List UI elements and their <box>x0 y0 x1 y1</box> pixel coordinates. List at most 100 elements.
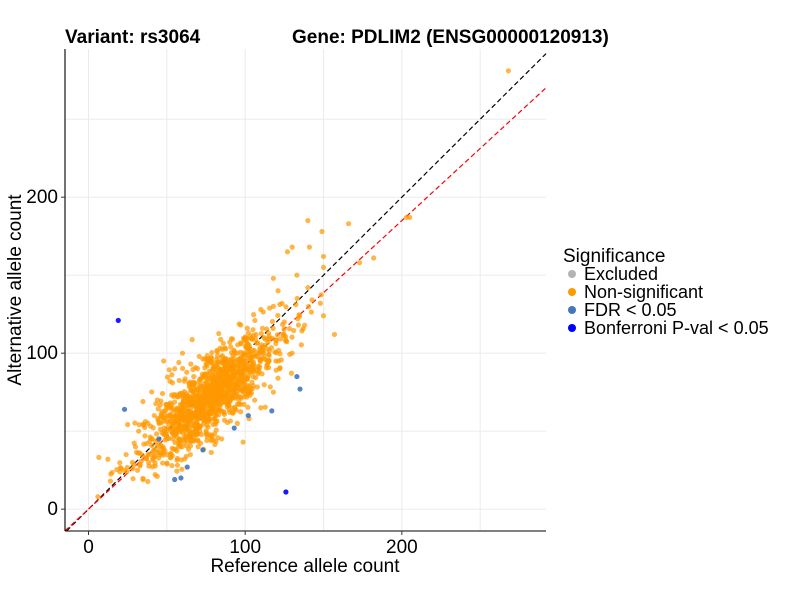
data-point <box>174 455 181 462</box>
data-point <box>289 244 295 250</box>
data-point <box>283 489 289 495</box>
data-point <box>163 431 169 437</box>
data-point <box>185 415 191 421</box>
data-point <box>261 382 267 388</box>
data-point <box>269 408 275 414</box>
data-point <box>250 383 256 389</box>
data-point <box>136 422 142 428</box>
data-point <box>240 377 246 383</box>
data-point <box>136 428 142 434</box>
data-point <box>264 326 270 332</box>
data-point <box>217 387 223 393</box>
data-point <box>213 375 219 382</box>
data-point <box>260 346 266 352</box>
data-point <box>289 334 295 340</box>
data-point <box>201 404 208 411</box>
data-point <box>203 413 209 419</box>
data-point <box>212 413 218 419</box>
data-point <box>139 452 145 458</box>
data-point <box>149 442 155 449</box>
x-axis-label: Reference allele count <box>210 556 400 577</box>
data-point <box>289 350 295 356</box>
data-point <box>159 408 165 415</box>
data-point <box>228 336 235 342</box>
data-point <box>179 466 185 472</box>
data-point <box>125 421 131 428</box>
data-point <box>219 436 225 442</box>
data-point <box>241 365 247 372</box>
data-point <box>191 374 197 380</box>
data-point <box>176 436 182 442</box>
data-point <box>317 300 323 306</box>
data-point <box>291 327 297 334</box>
data-point <box>245 330 252 336</box>
data-point <box>275 358 282 364</box>
data-point <box>252 317 258 324</box>
data-point <box>306 303 312 310</box>
data-point <box>320 313 327 319</box>
data-point <box>260 350 267 356</box>
data-point <box>266 358 272 364</box>
data-point <box>237 340 244 346</box>
tick-labels: 0 100 200 0 100 200 <box>26 187 417 558</box>
legend-key-3 <box>568 324 576 332</box>
data-point <box>202 365 208 371</box>
data-point <box>267 384 273 390</box>
data-point <box>178 475 184 481</box>
data-point <box>320 253 327 260</box>
data-point <box>278 336 284 342</box>
data-point <box>130 465 136 472</box>
data-point <box>196 353 202 359</box>
data-point <box>273 337 279 343</box>
data-point <box>320 264 327 270</box>
data-point <box>202 356 208 362</box>
data-point <box>154 473 160 479</box>
data-point <box>151 412 157 419</box>
data-point <box>137 463 143 469</box>
data-point <box>244 325 250 331</box>
data-point <box>356 260 363 266</box>
data-point <box>172 366 178 372</box>
data-point <box>266 336 272 342</box>
data-point <box>200 447 206 453</box>
data-point <box>228 396 234 402</box>
data-point <box>167 455 173 461</box>
data-point <box>179 413 185 419</box>
legend-key-1 <box>568 288 576 296</box>
data-point <box>169 445 175 451</box>
data-point <box>233 392 240 398</box>
data-point <box>183 407 190 414</box>
legend-key-0 <box>568 270 576 278</box>
data-point <box>180 365 186 372</box>
data-point <box>187 451 193 458</box>
data-point <box>200 393 206 399</box>
data-point <box>172 432 178 438</box>
data-point <box>195 386 202 392</box>
chart-title-variant: Variant: rs3064 <box>65 27 201 48</box>
data-point <box>142 433 148 439</box>
data-point <box>270 325 276 332</box>
data-point <box>293 302 299 308</box>
data-point <box>219 396 225 402</box>
data-point <box>192 411 198 417</box>
data-point <box>200 373 206 380</box>
data-point <box>207 397 213 404</box>
data-point <box>218 376 224 382</box>
data-point <box>214 382 220 388</box>
data-point <box>239 370 245 376</box>
data-point <box>240 439 246 445</box>
data-point <box>216 330 222 337</box>
data-point <box>262 404 268 410</box>
data-point <box>121 406 128 412</box>
data-point <box>270 275 276 281</box>
reference-line-identity <box>66 53 547 532</box>
data-point <box>134 467 141 473</box>
data-point <box>258 405 264 411</box>
legend-entry-label: Excluded <box>584 264 658 284</box>
data-point <box>151 447 157 453</box>
data-point <box>190 438 197 444</box>
data-point <box>231 347 237 353</box>
data-point <box>204 379 210 386</box>
data-point <box>227 363 233 370</box>
data-point <box>184 464 190 470</box>
